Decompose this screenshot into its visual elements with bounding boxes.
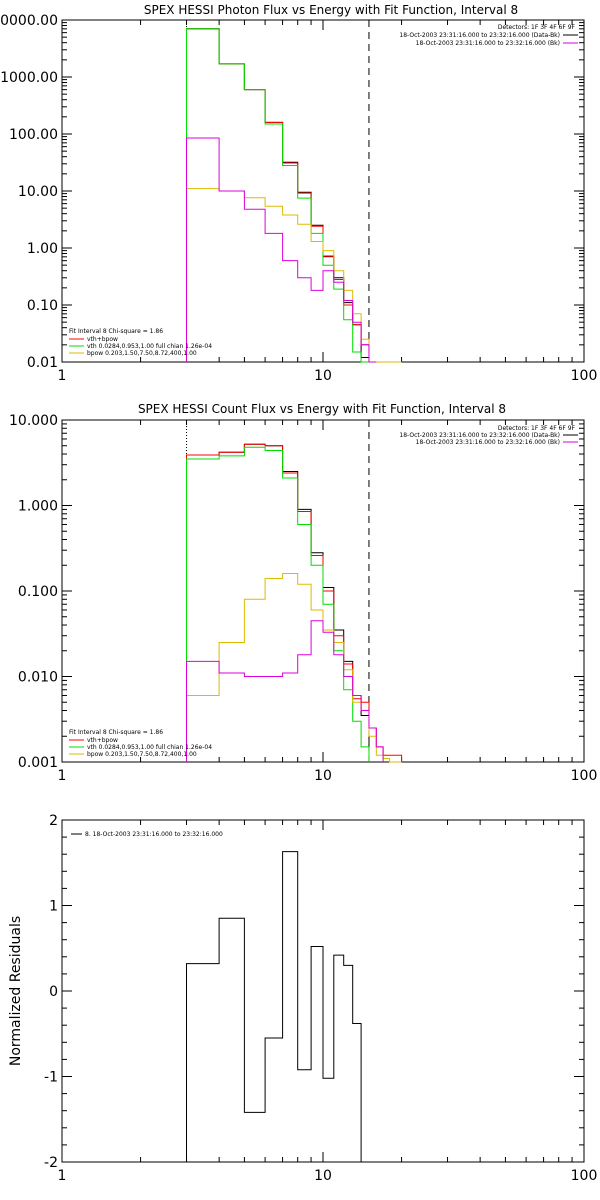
- y-tick-label: 0.10: [27, 298, 58, 314]
- count-fit-legend-total: vth+bpow: [87, 737, 118, 744]
- x-tick-label: 100: [571, 768, 598, 784]
- count-fit-range-lines: [186, 420, 370, 762]
- y-tick-label: 10.000: [9, 413, 58, 429]
- x-tick-label: 100: [571, 1168, 598, 1184]
- y-tick-label: 10000.00: [0, 13, 58, 29]
- residuals-x-tick-labels: 1 10 100: [58, 1168, 598, 1184]
- y-tick-label: 1000.00: [0, 70, 58, 86]
- count-series-bkg_series: [186, 620, 384, 762]
- x-tick-label: 1: [58, 1168, 67, 1184]
- count-fit-legend-bpow: bpow 0.203,1.50,7.50,8.72,400,1.00: [87, 751, 197, 758]
- count-y-tick-labels: 0.001 0.010 0.100 1.000 10.000: [9, 413, 58, 771]
- count-series-lines: [186, 443, 403, 763]
- photon-time-legend-bkg: 18-Oct-2003 23:31:16.000 to 23:32:16.000…: [416, 40, 560, 47]
- y-tick-label: 1.00: [27, 241, 58, 257]
- photon-fit-header: Fit Interval 8 Chi-square = 1.86: [69, 328, 163, 335]
- x-tick-label: 100: [571, 368, 598, 384]
- y-tick-label: 2: [49, 813, 58, 829]
- count-time-legend-data: 18-Oct-2003 23:31:16.000 to 23:32:16.000…: [399, 432, 560, 439]
- residuals-series-lines: [186, 851, 362, 1162]
- y-tick-label: -1: [44, 1070, 58, 1086]
- residuals-axis-ticks: [61, 819, 585, 1163]
- photon-series-bkg_series: [186, 137, 377, 363]
- count-series-vth: [186, 446, 370, 762]
- y-tick-label: 0.100: [18, 584, 58, 600]
- count-time-legend-bkg: 18-Oct-2003 23:31:16.000 to 23:32:16.000…: [416, 439, 560, 446]
- count-series-data: [186, 443, 370, 762]
- x-tick-label: 1: [58, 368, 67, 384]
- residuals-chart: -2 -1 0 1 2 1 10 100 Normalized Residuals 8. 1…: [8, 813, 597, 1184]
- y-tick-label: 0: [49, 984, 58, 1000]
- photon-fit-legend-total: vth+bpow: [87, 336, 118, 343]
- y-tick-label: 0.010: [18, 670, 58, 686]
- photon-chart-title: SPEX HESSI Photon Flux vs Energy with Fi…: [144, 3, 518, 17]
- photon-fit-legend-vth: vth 0.0284,0.953,1.00 full chian 1.26e-0…: [87, 343, 212, 350]
- count-fit-legend-vth: vth 0.0284,0.953,1.00 full chian 1.26e-0…: [87, 744, 212, 751]
- photon-axis-ticks: [61, 19, 585, 363]
- count-fit-header: Fit Interval 8 Chi-square = 1.86: [69, 729, 163, 736]
- y-tick-label: 100.00: [9, 127, 58, 143]
- photon-detectors-label: Detectors: 1F 3F 4F 6F 9F: [498, 24, 576, 31]
- count-flux-chart: SPEX HESSI Count Flux vs Energy with Fit…: [9, 402, 597, 784]
- photon-x-tick-labels: 1 10 100: [58, 368, 598, 384]
- y-tick-label: -2: [44, 1155, 58, 1171]
- photon-series-vth: [186, 28, 369, 363]
- count-chart-title: SPEX HESSI Count Flux vs Energy with Fit…: [138, 402, 506, 416]
- x-tick-label: 10: [314, 768, 332, 784]
- residuals-series-data: [186, 851, 362, 1162]
- count-axis-ticks: [61, 419, 585, 763]
- photon-y-tick-labels: 0.01 0.10 1.00 10.00 100.00 1000.00 10000.00: [0, 13, 58, 371]
- photon-series-lines: [186, 28, 402, 363]
- photon-flux-chart: SPEX HESSI Photon Flux vs Energy with Fi…: [0, 3, 597, 384]
- y-tick-label: 0.01: [27, 355, 58, 371]
- residuals-legend: 8. 18-Oct-2003 23:31:16.000 to 23:32:16.…: [85, 831, 223, 838]
- photon-fit-range-lines: [186, 20, 370, 362]
- x-tick-label: 10: [314, 368, 332, 384]
- y-tick-label: 1.000: [18, 499, 58, 515]
- count-detectors-label: Detectors: 1F 3F 4F 6F 9F: [498, 425, 576, 432]
- y-tick-label: 10.00: [18, 184, 58, 200]
- y-tick-label: 1: [49, 899, 58, 915]
- residuals-y-axis-label: Normalized Residuals: [8, 916, 24, 1066]
- count-x-tick-labels: 1 10 100: [58, 768, 598, 784]
- photon-fit-legend-bpow: bpow 0.203,1.50,7.50,8.72,400,1.00: [87, 350, 197, 357]
- y-tick-label: 0.001: [18, 755, 58, 771]
- residuals-y-tick-labels: -2 -1 0 1 2: [44, 813, 58, 1171]
- photon-time-legend-data: 18-Oct-2003 23:31:16.000 to 23:32:16.000…: [399, 32, 560, 39]
- x-tick-label: 10: [314, 1168, 332, 1184]
- count-series-bpow: [186, 573, 402, 763]
- photon-series-data: [186, 28, 370, 362]
- photon-plot-frame: [61, 19, 585, 363]
- x-tick-label: 1: [58, 768, 67, 784]
